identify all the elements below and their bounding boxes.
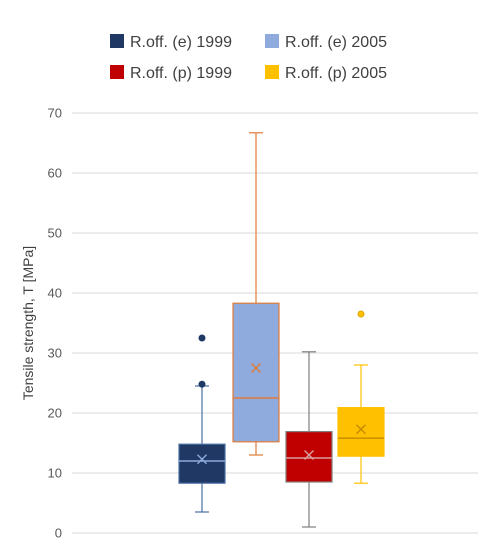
legend-item: R.off. (e) 2005 bbox=[265, 34, 387, 51]
legend-item: R.off. (p) 1999 bbox=[110, 65, 232, 82]
box-0 bbox=[178, 334, 226, 513]
mean-marker bbox=[197, 454, 207, 465]
y-tick-label: 40 bbox=[48, 286, 62, 301]
legend-item: R.off. (e) 1999 bbox=[110, 34, 232, 51]
legend-label: R.off. (e) 1999 bbox=[130, 34, 232, 51]
y-tick-label: 10 bbox=[48, 466, 62, 481]
y-tick-label: 30 bbox=[48, 346, 62, 361]
y-tick-label: 60 bbox=[48, 166, 62, 181]
y-tick-label: 20 bbox=[48, 406, 62, 421]
box-3 bbox=[337, 310, 385, 484]
legend-label: R.off. (p) 2005 bbox=[285, 65, 387, 82]
box-1 bbox=[232, 132, 280, 456]
iqr-box bbox=[285, 431, 333, 483]
legend-label: R.off. (p) 1999 bbox=[130, 65, 232, 82]
iqr-box bbox=[178, 443, 226, 484]
legend: R.off. (e) 1999 R.off. (e) 2005 R.off. (p)… bbox=[110, 34, 387, 82]
y-tick-label: 0 bbox=[55, 526, 62, 541]
y-axis-label: Tensile strength, T [MPa] bbox=[20, 246, 36, 400]
outlier-point bbox=[198, 380, 206, 388]
legend-swatch bbox=[110, 34, 124, 48]
mean-marker bbox=[356, 424, 366, 435]
y-axis-ticks: 0 10 20 30 40 50 60 70 bbox=[48, 106, 62, 541]
y-tick-label: 70 bbox=[48, 106, 62, 121]
outlier-point bbox=[357, 310, 365, 318]
iqr-box bbox=[232, 302, 280, 443]
box-2 bbox=[285, 351, 333, 528]
mean-marker bbox=[304, 450, 314, 460]
mean-marker bbox=[251, 363, 261, 373]
boxes bbox=[178, 132, 385, 528]
outlier-point bbox=[198, 334, 206, 342]
iqr-box bbox=[337, 407, 385, 457]
y-tick-label: 50 bbox=[48, 226, 62, 241]
legend-label: R.off. (e) 2005 bbox=[285, 34, 387, 51]
legend-item: R.off. (p) 2005 bbox=[265, 65, 387, 82]
legend-swatch bbox=[265, 65, 279, 79]
legend-swatch bbox=[265, 34, 279, 48]
legend-swatch bbox=[110, 65, 124, 79]
